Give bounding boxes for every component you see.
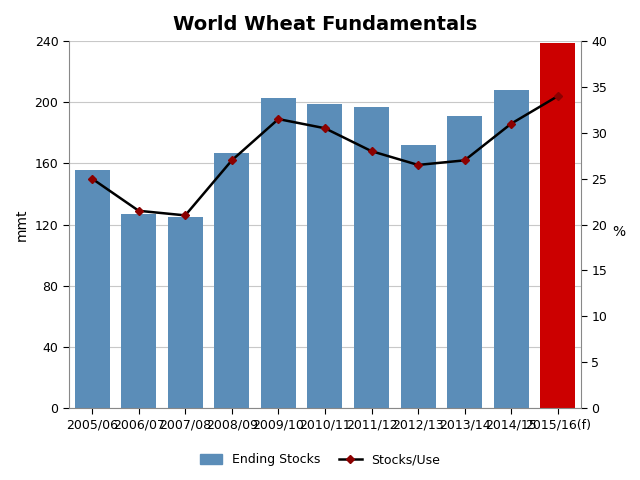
Bar	[447, 116, 482, 408]
Bar	[168, 217, 203, 408]
Title: World Wheat Fundamentals: World Wheat Fundamentals	[173, 15, 477, 34]
Bar	[354, 107, 389, 408]
Y-axis label: %: %	[612, 225, 625, 239]
Bar	[493, 90, 529, 408]
Bar	[214, 153, 249, 408]
Bar	[261, 97, 296, 408]
Legend: Ending Stocks, Stocks/Use: Ending Stocks, Stocks/Use	[195, 448, 445, 471]
Bar	[75, 169, 109, 408]
Bar	[307, 104, 342, 408]
Bar	[540, 43, 575, 408]
Bar	[121, 214, 156, 408]
Y-axis label: mmt: mmt	[15, 208, 29, 241]
Bar	[401, 145, 436, 408]
